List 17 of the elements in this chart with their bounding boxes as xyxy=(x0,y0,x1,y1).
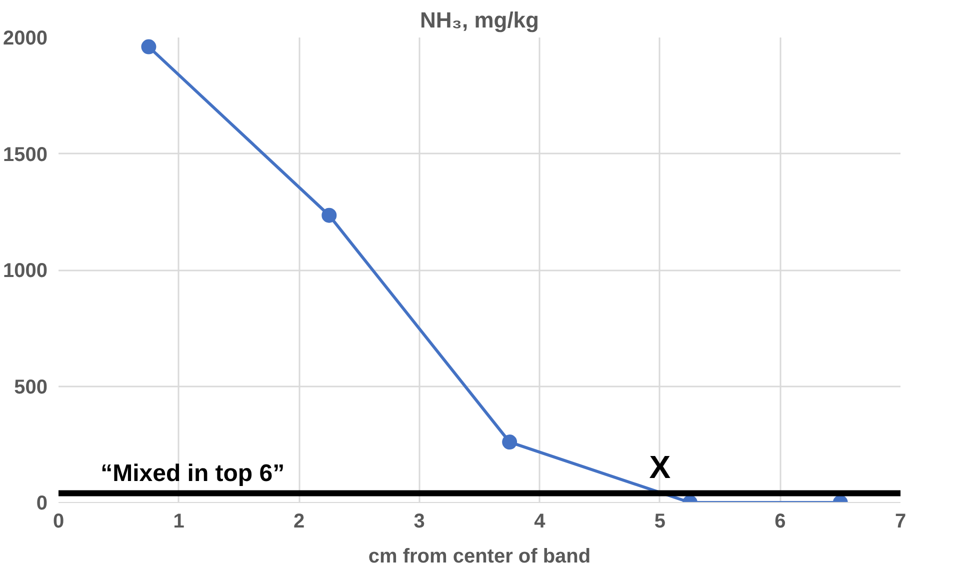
x-tick-label: 0 xyxy=(52,510,64,532)
ref-line-label: “Mixed in top 6” xyxy=(100,460,285,488)
x-tick-label: 1 xyxy=(173,510,184,532)
x-tick-label: 3 xyxy=(414,510,425,532)
x-tick-label: 7 xyxy=(894,510,906,532)
y-tick-label: 1000 xyxy=(3,260,48,282)
x-tick-label: 5 xyxy=(654,510,666,532)
chart-title: NH₃, mg/kg xyxy=(420,8,539,32)
x-tick-label: 4 xyxy=(534,510,546,532)
annotation: X xyxy=(649,449,672,486)
x-tick-label: 6 xyxy=(774,510,786,532)
x-tick-label: 2 xyxy=(294,510,305,532)
y-tick-label: 1500 xyxy=(3,144,48,166)
y-tick-label: 500 xyxy=(14,376,48,398)
y-tick-label: 2000 xyxy=(3,28,48,50)
y-tick-label: 0 xyxy=(36,492,48,514)
x-axis-title: cm from center of band xyxy=(368,546,591,568)
